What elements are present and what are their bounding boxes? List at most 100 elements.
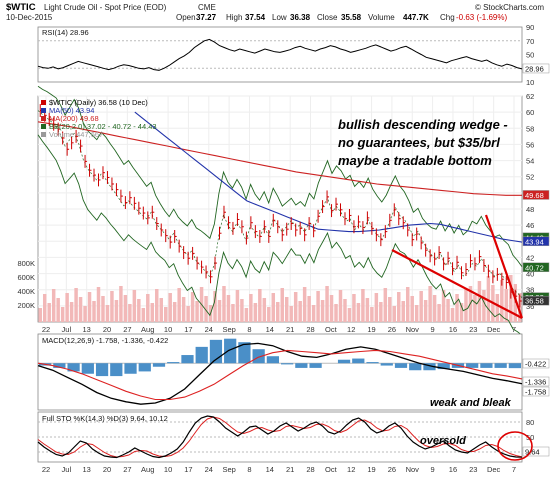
- volume-bar: [482, 290, 486, 322]
- sto-k-label: 9.64: [525, 448, 540, 457]
- volume-bar: [441, 290, 446, 322]
- sto-xtick-label: 27: [123, 465, 131, 474]
- rsi-last-label-box: [522, 63, 550, 74]
- sto-xtick-label: 24: [205, 465, 213, 474]
- sto-xtick-label: 13: [83, 465, 91, 474]
- price-right-label: 43.94: [525, 237, 544, 246]
- volume-bar: [325, 286, 329, 322]
- legend-label: Volume 447,667: [49, 130, 103, 139]
- volume-bar: [347, 308, 352, 322]
- price-xtick-label: Aug: [141, 325, 154, 334]
- price-xtick-label: 10: [164, 325, 172, 334]
- volume-bar: [459, 303, 464, 322]
- volume-bar: [477, 281, 482, 322]
- sto-xtick-label: Oct: [325, 465, 338, 474]
- price-xtick-label: 14: [266, 325, 274, 334]
- volume-bar: [338, 290, 343, 322]
- price-xtick-label: Dec: [487, 325, 501, 334]
- low-label: Low: [272, 13, 287, 22]
- volume-value: 447.7K: [403, 13, 429, 22]
- macd-histogram-bar: [366, 362, 379, 364]
- volume-bar: [455, 294, 459, 322]
- sto-xtick-label: 9: [431, 465, 435, 474]
- bb-upper-line: [37, 85, 523, 267]
- macd-histogram-bar: [494, 363, 507, 368]
- volume-bar: [352, 294, 356, 322]
- volume-bar: [60, 307, 65, 322]
- rsi-last-label: 28.96: [525, 64, 544, 73]
- volume-bar: [401, 301, 405, 322]
- price-ytick-label: 40: [526, 270, 534, 279]
- sto-xtick-label: Aug: [141, 465, 154, 474]
- price-ytick-label: 62: [526, 92, 534, 101]
- volume-bar: [101, 296, 105, 322]
- price-ytick-label: 48: [526, 205, 534, 214]
- volume-bar: [96, 287, 101, 322]
- macd-title: MACD(12,26,9) -1.758, -1.336, -0.422: [42, 336, 168, 345]
- volume-bar: [226, 295, 231, 322]
- macd-histogram-bar: [110, 363, 123, 377]
- volume-bar: [56, 298, 60, 322]
- volume-ytick-label: 800K: [17, 259, 35, 268]
- sto-xtick-label: 17: [184, 465, 192, 474]
- sto-xtick-label: 28: [306, 465, 314, 474]
- volume-bar: [195, 301, 199, 322]
- volume-bar: [222, 286, 226, 322]
- volume-ytick-label: 600K: [17, 273, 35, 282]
- volume-bar: [437, 304, 441, 322]
- sto-xtick-label: 16: [449, 465, 457, 474]
- volume-bar: [320, 300, 325, 322]
- volume-bar: [397, 292, 401, 322]
- price-xtick-label: Oct: [325, 325, 338, 334]
- volume-bar: [334, 304, 338, 322]
- volume-bar: [271, 293, 276, 322]
- sto-xtick-label: Dec: [487, 465, 501, 474]
- macd-histogram-bar: [380, 363, 393, 366]
- price-xtick-label: Nov: [406, 325, 420, 334]
- volume-bar: [69, 302, 74, 322]
- legend-swatch: [41, 108, 46, 113]
- legend-label: BB(20,2.0) 37.02 - 40.72 - 44.43: [49, 122, 157, 131]
- volume-bar: [114, 300, 119, 322]
- rsi-ytick-label: 70: [526, 37, 534, 46]
- volume-bar: [450, 308, 455, 322]
- volume-bar: [383, 288, 388, 322]
- volume-ytick-label: 200K: [17, 301, 35, 310]
- wedge-lower-trendline: [391, 249, 523, 319]
- volume-bar: [316, 291, 320, 322]
- macd-histogram-bar: [67, 363, 80, 372]
- volume-bar: [110, 291, 114, 322]
- volume-bar: [141, 308, 146, 322]
- volume-bar: [267, 307, 271, 322]
- volume-bar: [361, 289, 365, 322]
- volume-bar: [414, 305, 419, 322]
- volume-bar: [504, 289, 509, 322]
- volume-bar: [289, 306, 293, 322]
- volume-bar: [329, 295, 334, 322]
- volume-bar: [181, 297, 186, 322]
- volume-bar: [388, 297, 392, 322]
- macd-histogram-bar: [195, 346, 208, 364]
- macd-histogram-bar: [508, 363, 521, 369]
- sto-xtick-label: 26: [388, 465, 396, 474]
- volume-bar: [190, 292, 195, 322]
- macd-label-macd: -1.758: [525, 388, 546, 397]
- macd-histogram-bar: [238, 342, 251, 364]
- macd-histogram-bar: [295, 363, 308, 368]
- volume-bar: [132, 290, 137, 322]
- volume-bar: [302, 287, 307, 322]
- price-xtick-label: 19: [367, 325, 375, 334]
- wedge-annotation-line1: bullish descending wedge -: [338, 117, 508, 132]
- ma200-line: [37, 121, 522, 196]
- high-label: High: [226, 13, 242, 22]
- sto-xtick-label: Jul: [62, 465, 72, 474]
- macd-histogram-bar: [181, 355, 194, 364]
- sto-xtick-label: 23: [469, 465, 477, 474]
- price-ytick-label: 56: [526, 140, 534, 149]
- volume-bar: [150, 303, 155, 322]
- volume-bar: [513, 284, 518, 322]
- volume-bar: [42, 294, 47, 322]
- wedge-upper-trendline: [484, 214, 524, 319]
- price-xtick-label: 12: [347, 325, 355, 334]
- price-ytick-label: 46: [526, 221, 534, 230]
